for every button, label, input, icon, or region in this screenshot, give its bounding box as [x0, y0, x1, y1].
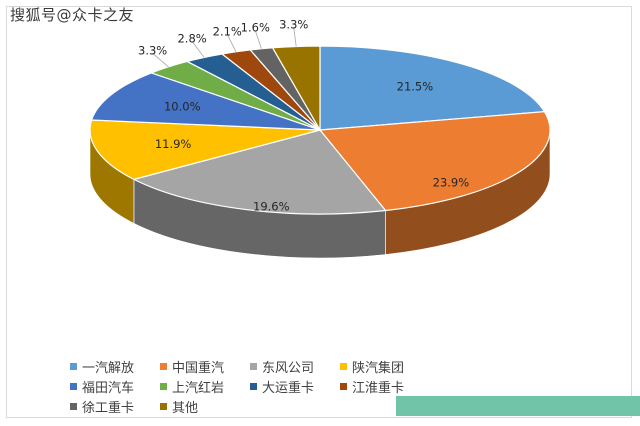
pie-slice — [318, 111, 551, 212]
legend-swatch — [340, 362, 347, 370]
pie-tops — [89, 45, 551, 215]
pie-slice — [132, 129, 387, 215]
legend-swatch — [160, 362, 167, 370]
legend-label: 其他 — [172, 400, 199, 416]
legend-item: 陕汽集团 — [340, 357, 430, 376]
legend-label: 徐工重卡 — [82, 400, 135, 416]
legend-item: 上汽红岩 — [160, 377, 250, 396]
legend-item: 东风公司 — [250, 357, 340, 376]
pie-slice — [89, 119, 321, 181]
legend-label: 上汽红岩 — [172, 380, 225, 396]
leader-line — [226, 34, 237, 52]
data-labels: 21.5% 23.9% 19.6% 11.9% 10.0% 3.3% 2.8% 2.1%1.6… — [138, 18, 469, 214]
data-label: 3.3% — [279, 18, 308, 32]
legend-swatch — [160, 402, 167, 410]
leader-line — [191, 41, 205, 58]
legend-item: 大运重卡 — [250, 377, 340, 396]
data-label: 3.3% — [138, 43, 167, 57]
leader-line — [254, 30, 262, 49]
legend-swatch — [250, 362, 257, 370]
decorative-banner — [396, 396, 640, 416]
data-label: 2.8% — [177, 31, 206, 45]
legend: 一汽解放 中国重汽 东风公司 陕汽集团 福田汽车 上汽红岩 大运重卡 江淮重卡 … — [70, 356, 430, 416]
legend-label: 一汽解放 — [82, 360, 135, 376]
legend-item: 徐工重卡 — [70, 397, 160, 416]
data-label: 19.6% — [253, 200, 290, 214]
pie-slice — [319, 45, 546, 131]
leader-line — [152, 52, 169, 68]
data-label: 1.6% — [241, 20, 270, 34]
data-label: 11.9% — [155, 137, 192, 151]
legend-label: 中国重汽 — [172, 360, 225, 376]
legend-label: 东风公司 — [262, 360, 315, 376]
data-label: 21.5% — [397, 80, 434, 94]
legend-swatch — [70, 402, 77, 410]
legend-label: 大运重卡 — [262, 380, 315, 396]
legend-swatch — [70, 362, 77, 370]
legend-item: 福田汽车 — [70, 377, 160, 396]
legend-item: 中国重汽 — [160, 357, 250, 376]
legend-item: 其他 — [160, 397, 250, 416]
data-label: 23.9% — [433, 175, 470, 189]
leader-line — [293, 27, 297, 47]
watermark: 搜狐号@众卡之友 — [10, 6, 135, 24]
legend-label: 江淮重卡 — [352, 380, 405, 396]
data-label: 2.1% — [213, 24, 242, 38]
legend-swatch — [340, 382, 347, 390]
pie-slice — [90, 72, 321, 131]
data-label: 10.0% — [164, 100, 201, 114]
chart-frame — [6, 6, 632, 418]
legend-label: 福田汽车 — [82, 380, 135, 396]
legend-swatch — [250, 382, 257, 390]
legend-label: 陕汽集团 — [352, 360, 405, 376]
legend-item: 江淮重卡 — [340, 377, 430, 396]
pie-slice — [271, 45, 321, 133]
legend-item: 一汽解放 — [70, 357, 160, 376]
legend-swatch — [70, 382, 77, 390]
legend-swatch — [160, 382, 167, 390]
